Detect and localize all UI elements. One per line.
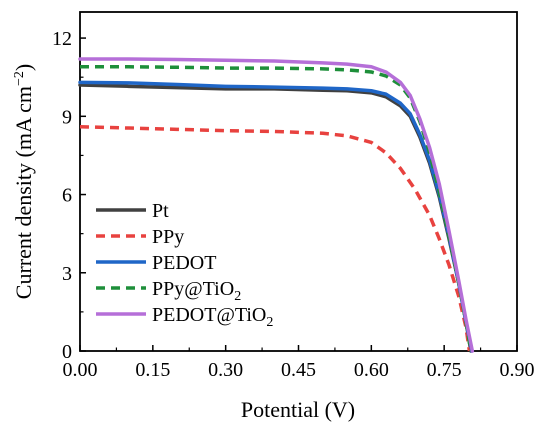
x-tick-label: 0.00 — [63, 359, 98, 381]
y-tick-label: 12 — [52, 28, 72, 50]
y-axis-label: Current density (mA cm−2) — [11, 64, 36, 299]
y-axis-label-close: ) — [11, 64, 36, 71]
legend-label: PPy@TiO2 — [152, 278, 241, 304]
series-line-pedot-tio2 — [78, 57, 475, 353]
legend-label-text: PEDOT@TiO — [152, 304, 266, 326]
legend-label: PEDOT — [152, 252, 216, 274]
axis-ticks: 0.00 0.15 0.30 0.45 0.60 0.75 0.90 0 3 6 9 12 — [52, 28, 535, 381]
y-axis-label-main: Current density (mA cm — [11, 86, 36, 299]
y-tick-label: 0 — [62, 341, 72, 363]
y-tick-label: 3 — [62, 263, 72, 285]
legend-label-subscript: 2 — [266, 315, 273, 330]
x-tick-label: 0.30 — [208, 359, 243, 381]
x-tick-label: 0.15 — [135, 359, 170, 381]
legend-label: PPy — [152, 226, 184, 248]
legend-label-subscript: 2 — [234, 289, 241, 304]
legend-label-text: PPy@TiO — [152, 278, 234, 300]
series-lines — [78, 57, 475, 353]
x-tick-label: 0.60 — [354, 359, 389, 381]
y-tick-label: 6 — [62, 185, 72, 207]
x-tick-label: 0.75 — [427, 359, 462, 381]
legend-label-text: PPy — [152, 226, 184, 248]
series-line-pedot — [78, 80, 474, 353]
legend-label-text: PEDOT — [152, 252, 216, 274]
x-tick-label: 0.90 — [500, 359, 535, 381]
series-line-ppy — [79, 124, 472, 352]
y-axis-label-superscript: −2 — [12, 71, 27, 86]
series-line-pt — [78, 83, 473, 353]
legend-label-text: Pt — [152, 200, 169, 222]
legend-label: PEDOT@TiO2 — [152, 304, 273, 330]
series-line-ppy-tio2 — [80, 65, 473, 352]
x-axis-label: Potential (V) — [241, 397, 355, 422]
legend-label: Pt — [152, 200, 169, 222]
x-tick-label: 0.45 — [281, 359, 316, 381]
y-tick-label: 9 — [62, 106, 72, 128]
